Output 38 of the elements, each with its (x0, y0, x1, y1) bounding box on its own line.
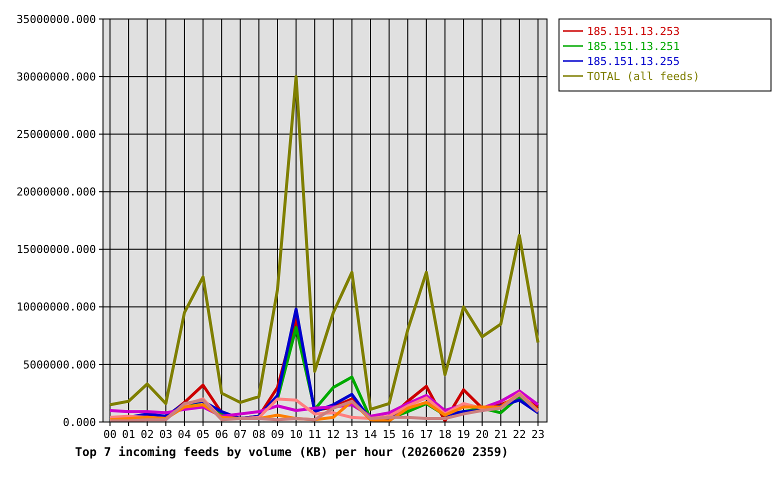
line-series (108, 75, 540, 411)
y-tick-label: 0.000 (62, 416, 96, 429)
y-tick-label: 25000000.000 (16, 128, 96, 141)
x-tick-label: 17 (420, 428, 433, 441)
x-tick-label: 21 (494, 428, 508, 441)
x-tick-label: 07 (234, 428, 247, 441)
y-tick-label: 30000000.000 (16, 70, 96, 84)
legend-label: 185.151.13.251 (587, 40, 680, 53)
x-tick-label: 20 (476, 428, 489, 441)
x-tick-label: 23 (531, 428, 545, 441)
x-tick-label: 05 (196, 428, 210, 441)
x-tick-label: 09 (270, 428, 284, 441)
y-tick-label: 10000000.000 (16, 300, 96, 314)
x-tick-label: 19 (456, 428, 470, 441)
x-tick-label: 15 (382, 428, 396, 441)
x-tick-label: 22 (512, 428, 526, 441)
legend-label: TOTAL (all feeds) (587, 70, 700, 83)
x-tick-label: 12 (326, 428, 340, 441)
y-tick-label: 15000000.000 (16, 243, 96, 256)
x-tick-label: 13 (345, 428, 359, 441)
x-tick-label: 10 (289, 428, 303, 441)
y-tick-label: 35000000.000 (16, 12, 96, 26)
x-tick-label: 00 (103, 428, 117, 441)
text: Top 7 incoming feeds by volume (KB) per hour (20260620 2359) (75, 445, 508, 459)
x-tick-label: 03 (159, 428, 172, 441)
x-tick-label: 08 (252, 428, 266, 441)
y-tick-label: 5000000.000 (23, 358, 96, 372)
x-tick-label: 14 (364, 428, 378, 441)
x-tick-label: 16 (401, 428, 414, 441)
x-tick-label: 01 (122, 428, 136, 441)
x-tick-label: 11 (308, 428, 322, 441)
legend-label: 185.151.13.253 (587, 24, 680, 38)
x-tick-label: 18 (438, 428, 452, 441)
x-tick-label: 04 (178, 428, 192, 441)
x-tick-label: 02 (140, 428, 154, 441)
x-tick-label: 06 (215, 428, 228, 441)
y-tick-label: 20000000.000 (16, 186, 96, 199)
legend-label: 185.151.13.255 (587, 54, 680, 68)
